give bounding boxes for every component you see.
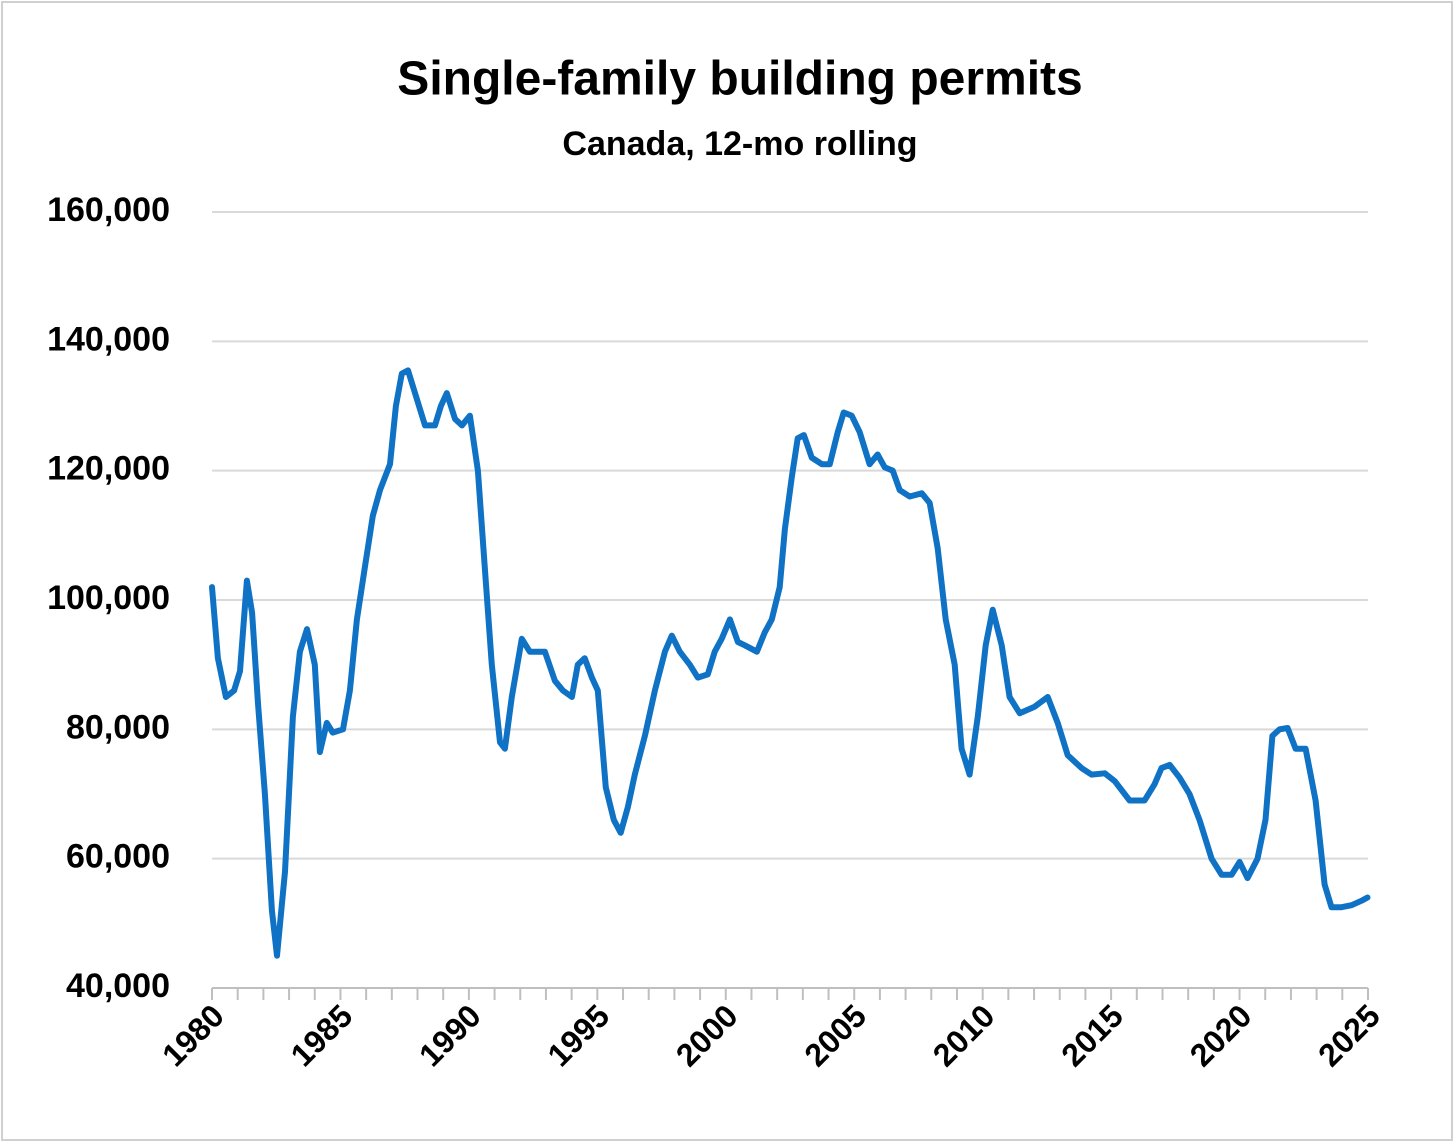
y-tick-label: 60,000 (66, 838, 170, 876)
chart-subtitle: Canada, 12-mo rolling (562, 125, 917, 163)
y-tick-label: 100,000 (47, 579, 170, 617)
y-tick-label: 160,000 (47, 191, 170, 229)
y-tick-label: 80,000 (66, 708, 170, 746)
y-tick-label: 140,000 (47, 320, 170, 358)
series-line (209, 367, 1371, 959)
chart-title: Single-family building permits (397, 53, 1082, 106)
y-tick-label: 120,000 (47, 450, 170, 488)
y-tick-label: 40,000 (66, 967, 170, 1005)
